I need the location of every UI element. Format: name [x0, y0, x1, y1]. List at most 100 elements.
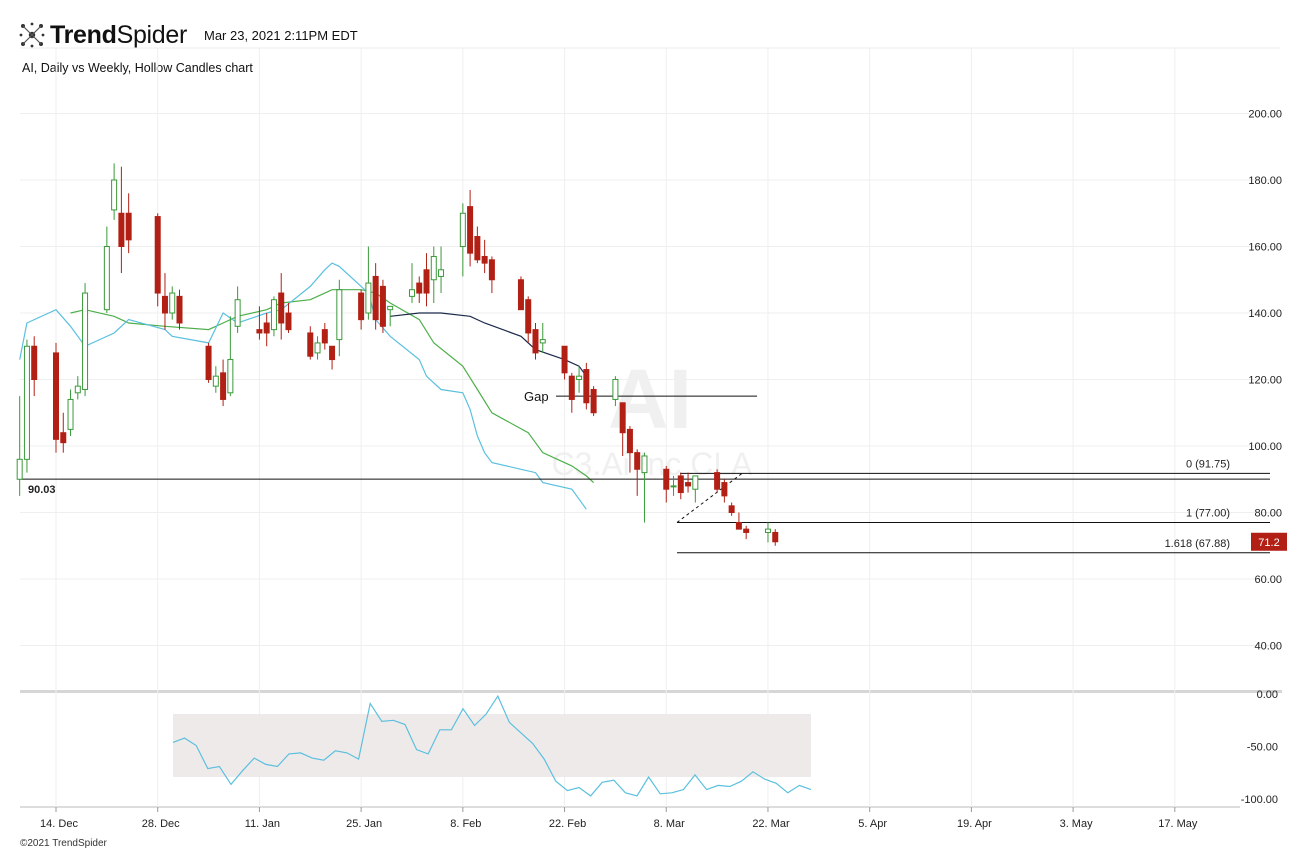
- support-label: 90.03: [28, 484, 56, 496]
- candle-body: [60, 432, 67, 444]
- candle-body: [256, 329, 263, 334]
- candle-body: [336, 289, 343, 341]
- candle-body: [561, 345, 568, 374]
- candle-body: [23, 345, 30, 460]
- ema-fast-line: [19, 262, 587, 510]
- date-tick-label: 17. May: [1158, 818, 1198, 830]
- timestamp: Mar 23, 2021 2:11PM EDT: [204, 28, 358, 43]
- candle-body: [539, 339, 546, 344]
- candle-body: [590, 388, 597, 414]
- candle-body: [692, 475, 699, 490]
- candle-body: [31, 345, 38, 380]
- candle-body: [459, 212, 466, 247]
- price-tick-label: 140.00: [1248, 308, 1282, 320]
- candle-body: [16, 458, 23, 480]
- candle-body: [103, 246, 110, 311]
- copyright: ©2021 TrendSpider: [20, 838, 107, 849]
- candle-body: [430, 255, 437, 281]
- candle-body: [263, 322, 270, 334]
- candle-body: [154, 216, 161, 294]
- header: TrendSpider Mar 23, 2021 2:11PM EDT AI, …: [0, 0, 1307, 90]
- candle-body: [743, 528, 750, 533]
- candle-body: [329, 345, 336, 361]
- fib-anchor-line: [676, 473, 743, 523]
- chart-subtitle: AI, Daily vs Weekly, Hollow Candles char…: [22, 61, 253, 75]
- date-tick-label: 8. Mar: [654, 818, 686, 830]
- candle-body: [372, 275, 379, 321]
- oscillator-band: [173, 714, 811, 777]
- candle-body: [111, 179, 118, 211]
- candle-body: [161, 295, 168, 314]
- date-tick-label: 11. Jan: [245, 818, 280, 830]
- oscillator-tick-label: -100.00: [1241, 794, 1278, 806]
- price-tick-label: 120.00: [1248, 375, 1282, 387]
- last-price-label: 71.2: [1258, 537, 1279, 549]
- fib-level-label: 1 (77.00): [1186, 507, 1230, 519]
- price-tick-label: 100.00: [1248, 441, 1282, 453]
- price-axis: 200.00 180.00 160.00 140.00 120.00 100.00 80.0…: [1248, 109, 1282, 653]
- spider-icon: [19, 22, 45, 48]
- candle-body: [641, 455, 648, 474]
- date-tick-label: 5. Apr: [858, 818, 887, 830]
- gap-label: Gap: [524, 389, 549, 404]
- price-tick-label: 40.00: [1254, 641, 1282, 653]
- candle-body: [365, 282, 372, 314]
- oscillator-panel: 0.00 -50.00 -100.00: [172, 689, 1278, 806]
- candle-body: [735, 521, 742, 530]
- candle-body: [481, 255, 488, 264]
- trendspider-logo[interactable]: TrendSpider: [18, 20, 187, 50]
- candle-body: [670, 485, 677, 488]
- candle-body: [321, 329, 328, 344]
- candle-body: [212, 375, 219, 387]
- candle-body: [307, 332, 314, 357]
- candle-body: [634, 452, 641, 470]
- fib-level-label: 1.618 (67.88): [1165, 538, 1230, 550]
- candle-body: [583, 369, 590, 404]
- candle-body: [74, 385, 81, 394]
- candle-body: [285, 312, 292, 331]
- candle-body: [685, 482, 692, 487]
- annotations: 90.03 Gap 0 (91.75) 1 (77.00) 1.618 (67.88) 7…: [20, 389, 1287, 554]
- candle-body: [176, 295, 183, 324]
- date-tick-label: 22. Mar: [752, 818, 790, 830]
- candle-body: [82, 292, 89, 390]
- candle-body: [387, 305, 394, 311]
- candle-body: [379, 285, 386, 327]
- candle-body: [270, 299, 277, 331]
- candle-body: [663, 468, 670, 490]
- brand-light: Spider: [116, 20, 188, 49]
- candle-body: [474, 236, 481, 261]
- candle-body: [53, 352, 59, 440]
- candle-body: [118, 212, 125, 247]
- date-tick-label: 3. May: [1060, 818, 1094, 830]
- watermark-company: C3.Ai Inc CLA: [552, 446, 754, 482]
- candle-body: [358, 292, 365, 321]
- candle-body: [525, 299, 532, 334]
- candle-body: [205, 345, 212, 380]
- brand-bold: Trend: [50, 20, 117, 49]
- candles: [16, 163, 779, 546]
- candle-body: [612, 379, 619, 400]
- candle-body: [423, 269, 430, 294]
- oscillator-tick-label: 0.00: [1257, 689, 1278, 701]
- candle-body: [416, 282, 423, 294]
- candle-body: [227, 359, 234, 394]
- date-tick-label: 25. Jan: [346, 818, 382, 830]
- oscillator-line: [172, 694, 812, 797]
- fib-level-label: 0 (91.75): [1186, 458, 1230, 470]
- candle-body: [125, 212, 132, 241]
- candle-body: [408, 289, 415, 297]
- candle-body: [532, 329, 539, 354]
- panel-separator: [20, 690, 1282, 693]
- date-tick-label: 14. Dec: [40, 818, 78, 830]
- last-price-badge: [1251, 532, 1287, 551]
- sma-long-line: [390, 312, 587, 377]
- price-tick-label: 180.00: [1248, 175, 1282, 187]
- candle-body: [278, 292, 285, 324]
- price-tick-label: 80.00: [1254, 508, 1282, 520]
- candle-body: [714, 472, 721, 490]
- brand-name: TrendSpider: [50, 21, 187, 50]
- price-tick-label: 200.00: [1248, 109, 1282, 121]
- oscillator-tick-label: -50.00: [1247, 742, 1278, 754]
